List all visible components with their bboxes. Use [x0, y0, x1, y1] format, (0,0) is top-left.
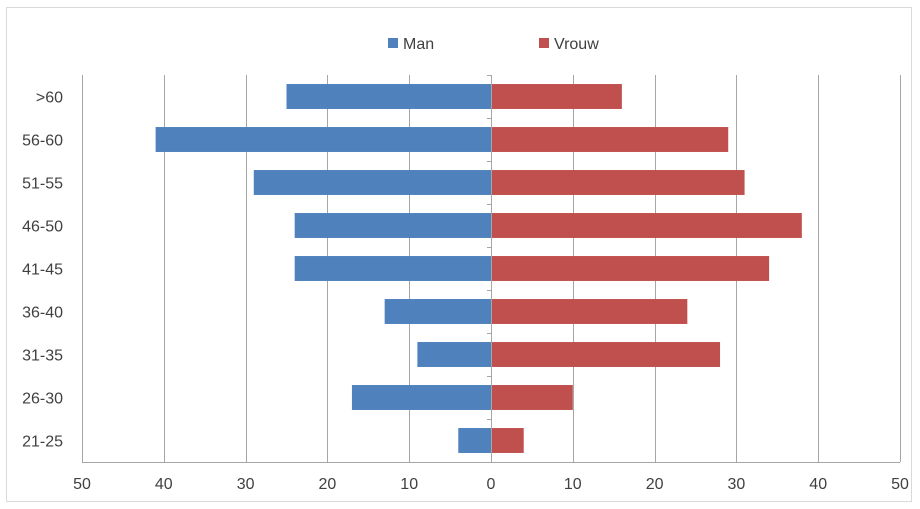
bar-vrouw [491, 127, 729, 152]
bar-vrouw [491, 299, 688, 324]
x-tick-label: 50 [73, 476, 91, 493]
bar-vrouw [491, 342, 721, 367]
category-label: 56-60 [22, 133, 63, 150]
category-label: >60 [36, 90, 63, 107]
bar-vrouw [491, 213, 802, 238]
x-tick-label: 30 [237, 476, 255, 493]
legend-label: Man [403, 36, 434, 53]
x-tick-label: 10 [564, 476, 582, 493]
bar-vrouw [491, 84, 622, 109]
x-tick-label: 40 [155, 476, 173, 493]
category-label: 36-40 [22, 305, 63, 322]
category-label: 26-30 [22, 391, 63, 408]
bar-man [155, 127, 491, 152]
bar-man [286, 84, 491, 109]
bar-layer [155, 84, 802, 453]
category-label: 46-50 [22, 219, 63, 236]
bar-man [253, 170, 491, 195]
bar-vrouw [491, 428, 524, 453]
x-tick-label: 10 [400, 476, 418, 493]
category-label: 21-25 [22, 434, 63, 451]
category-label: 51-55 [22, 176, 63, 193]
bar-man [417, 342, 491, 367]
category-label: 41-45 [22, 262, 63, 279]
bar-vrouw [491, 256, 770, 281]
x-tick-label: 50 [891, 476, 909, 493]
bar-man [458, 428, 491, 453]
legend-label: Vrouw [554, 36, 599, 53]
legend-swatch [388, 38, 398, 48]
legend: Man Vrouw [388, 36, 599, 53]
bar-vrouw [491, 170, 745, 195]
x-tick-label: 20 [646, 476, 664, 493]
x-tick-label: 30 [728, 476, 746, 493]
x-tick-label: 20 [319, 476, 337, 493]
bar-man [351, 385, 491, 410]
x-tick-label: 0 [487, 476, 496, 493]
bar-man [384, 299, 491, 324]
bar-man [294, 213, 491, 238]
x-tick-label: 40 [809, 476, 827, 493]
axis-layer: 50 40 30 20 10 0 10 20 30 40 50 21-25 26-30 31-35 36-4… [22, 75, 909, 493]
bar-vrouw [491, 385, 573, 410]
bar-man [294, 256, 491, 281]
legend-swatch [539, 38, 549, 48]
category-label: 31-35 [22, 348, 63, 365]
